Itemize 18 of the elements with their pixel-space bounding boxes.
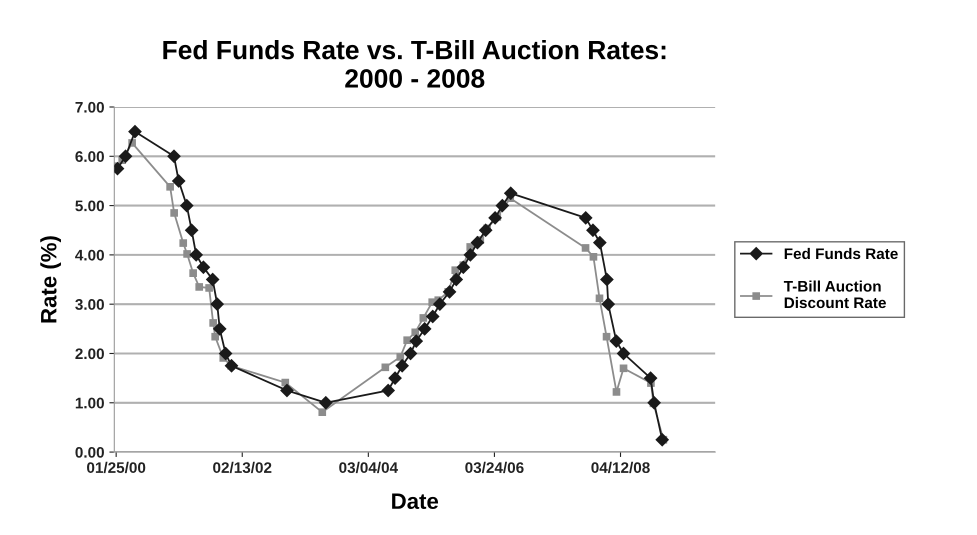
x-axis-title: Date [392, 494, 438, 510]
x-tick-label: 03/24/06 [465, 462, 524, 474]
y-tick-label: 0.00 [75, 446, 104, 458]
x-tick-label: 01/25/00 [87, 462, 146, 474]
y-tick-label: 5.00 [75, 200, 104, 212]
legend-label: Fed Funds Rate [784, 248, 898, 260]
x-tick-label: 03/04/04 [339, 462, 398, 474]
x-tick-label: 02/13/02 [213, 462, 272, 474]
y-tick-label: 3.00 [75, 299, 104, 310]
y-tick-label: 7.00 [76, 102, 104, 113]
y-axis-title: Rate (%) [40, 236, 61, 322]
legend-label: T-Bill Auction Discount Rate [784, 280, 886, 308]
y-tick-label: 2.00 [75, 348, 104, 360]
y-tick-label: 6.00 [75, 151, 104, 162]
y-tick-label: 1.00 [76, 398, 104, 408]
y-tick-label: 4.00 [75, 250, 104, 261]
chart-title: Fed Funds Rate vs. T-Bill Auction Rates: 2000 - 2008 [163, 40, 666, 88]
x-tick-label: 04/12/08 [591, 462, 650, 474]
